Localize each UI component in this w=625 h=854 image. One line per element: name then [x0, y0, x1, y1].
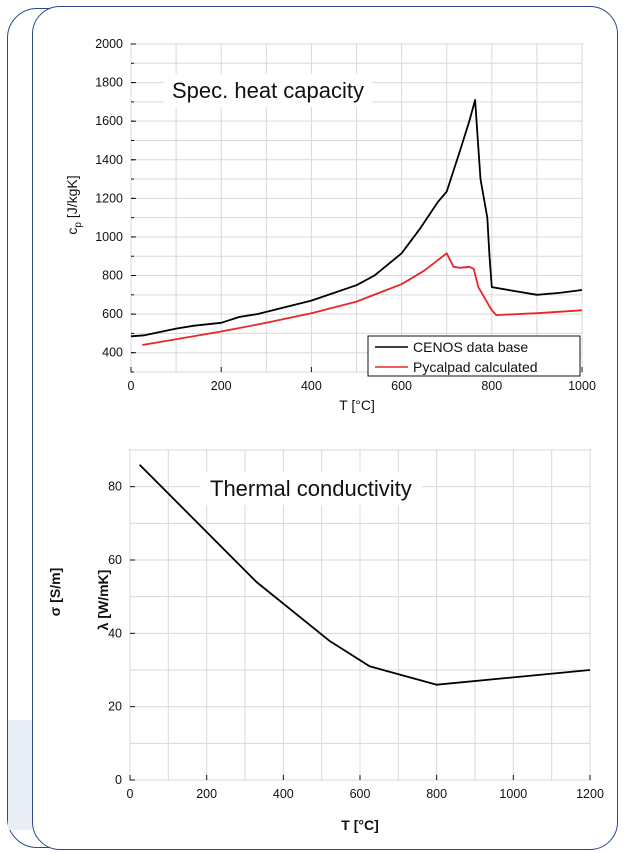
legend-label-cenos: CENOS data base [413, 339, 528, 355]
chart-title: Spec. heat capacity [172, 78, 364, 103]
x-tick-label: 0 [127, 787, 134, 801]
x-tick-label: 0 [128, 379, 135, 393]
y-axis-symbol: c [64, 228, 80, 235]
y-tick-label: 1200 [95, 191, 123, 205]
y-axis-title: cp [J/kgK] [64, 175, 84, 234]
x-tick-label: 400 [301, 379, 322, 393]
overlapped-axis-label: σ [S/m] [47, 568, 63, 616]
y-tick-label: 1600 [95, 114, 123, 128]
x-axis-title: T [°C] [341, 817, 378, 833]
x-tick-label: 800 [426, 787, 447, 801]
x-axis-title: T [°C] [339, 397, 375, 413]
y-tick-label: 40 [108, 626, 122, 640]
label-cover [64, 560, 86, 680]
y-axis-unit: [W/mK] [95, 570, 111, 623]
series-line-1 [142, 252, 583, 346]
series-lines [138, 464, 591, 686]
y-axis-symbol: λ [95, 622, 111, 630]
x-tick-label: 1000 [568, 379, 596, 393]
x-tick-label: 600 [391, 379, 412, 393]
y-tick-label: 800 [102, 269, 123, 283]
x-tick-label: 1200 [576, 787, 604, 801]
y-tick-label: 1400 [95, 153, 123, 167]
title-background [200, 472, 422, 505]
y-tick-label: 600 [102, 307, 123, 321]
x-tick-label: 200 [211, 379, 232, 393]
x-tick-label: 400 [273, 787, 294, 801]
ticks: 0 200 400 600 800 1000 1200 0 20 40 60 80 [108, 480, 604, 801]
ticks: 0 200 400 600 800 1000 400 600 800 1000 1200 1400 16… [95, 37, 596, 393]
y-tick-label: 80 [108, 480, 122, 494]
x-tick-label: 1000 [499, 787, 527, 801]
y-tick-label: 2000 [95, 37, 123, 51]
side-shade [8, 720, 32, 830]
y-tick-label: 0 [115, 773, 122, 787]
series-line-0 [138, 464, 591, 686]
x-tick-label: 200 [196, 787, 217, 801]
legend: CENOS data base Pycalpad calculated [367, 335, 581, 377]
series-line-0 [130, 99, 583, 338]
heat-capacity-chart: 0 200 400 600 800 1000 400 600 800 1000 1200 1400 16… [64, 37, 596, 413]
thermal-conductivity-chart: 0 200 400 600 800 1000 1200 0 20 40 60 80 Thermal c… [47, 449, 604, 833]
chart-title: Thermal conductivity [210, 476, 412, 501]
legend-label-pycalpad: Pycalpad calculated [413, 359, 538, 375]
y-tick-label: 20 [108, 700, 122, 714]
y-tick-label: 1800 [95, 76, 123, 90]
y-tick-label: 400 [102, 346, 123, 360]
title-background [164, 74, 373, 107]
series-lines [130, 99, 583, 346]
x-tick-label: 600 [350, 787, 371, 801]
x-tick-label: 800 [481, 379, 502, 393]
y-axis-unit: [J/kgK] [64, 175, 80, 222]
y-axis-subscript: p [73, 222, 84, 228]
legend-box [367, 335, 581, 377]
y-tick-label: 1000 [95, 230, 123, 244]
y-axis-title: λ [W/mK] [95, 570, 111, 631]
y-tick-label: 60 [108, 553, 122, 567]
